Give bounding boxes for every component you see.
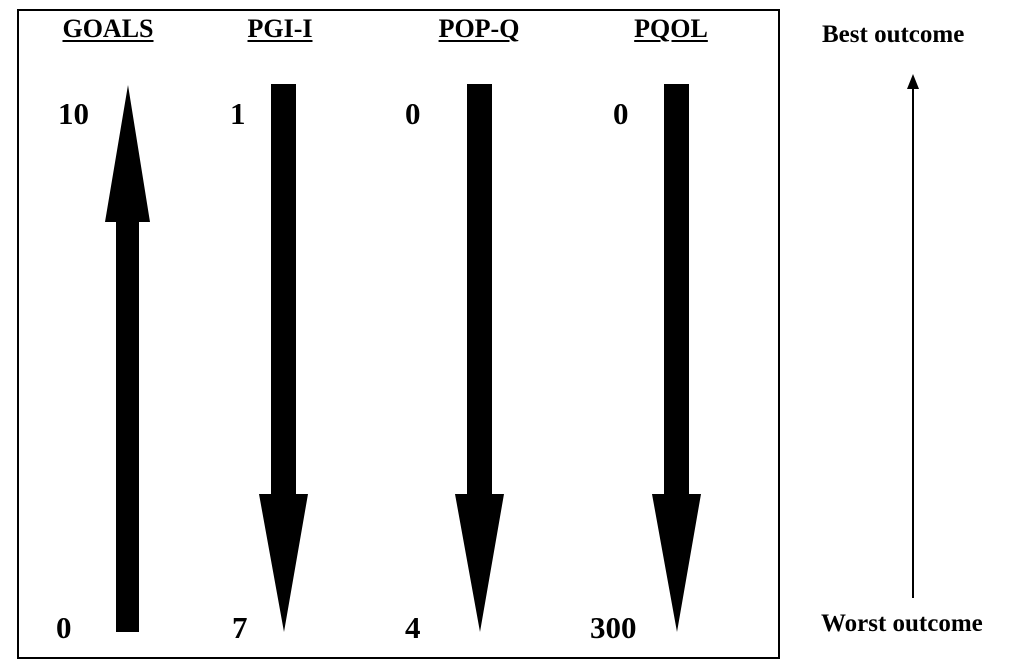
- heading-pop-q: POP-Q: [438, 14, 520, 43]
- heading-pgi-i: PGI-I: [247, 14, 313, 43]
- pqol-bottom-value: 300: [590, 610, 637, 645]
- pqol-top-value: 0: [613, 96, 629, 131]
- legend-arrowhead: [907, 74, 919, 89]
- pop-q-down-arrow: [455, 84, 504, 632]
- worst-outcome-label: Worst outcome: [821, 610, 983, 637]
- pqol-down-arrow: [652, 84, 701, 632]
- goals-top-value: 10: [58, 96, 89, 131]
- pgi-i-bottom-value: 7: [232, 610, 248, 645]
- pop-q-top-value: 0: [405, 96, 421, 131]
- diagram-frame: [17, 9, 780, 659]
- goals-bottom-value: 0: [56, 610, 72, 645]
- pgi-i-down-arrow: [259, 84, 308, 632]
- pop-q-bottom-value: 4: [405, 610, 421, 645]
- heading-pqol: PQOL: [634, 14, 708, 43]
- goals-up-arrow: [105, 85, 150, 632]
- pgi-i-top-value: 1: [230, 96, 246, 131]
- heading-goals: GOALS: [62, 14, 154, 43]
- best-outcome-label: Best outcome: [822, 21, 965, 48]
